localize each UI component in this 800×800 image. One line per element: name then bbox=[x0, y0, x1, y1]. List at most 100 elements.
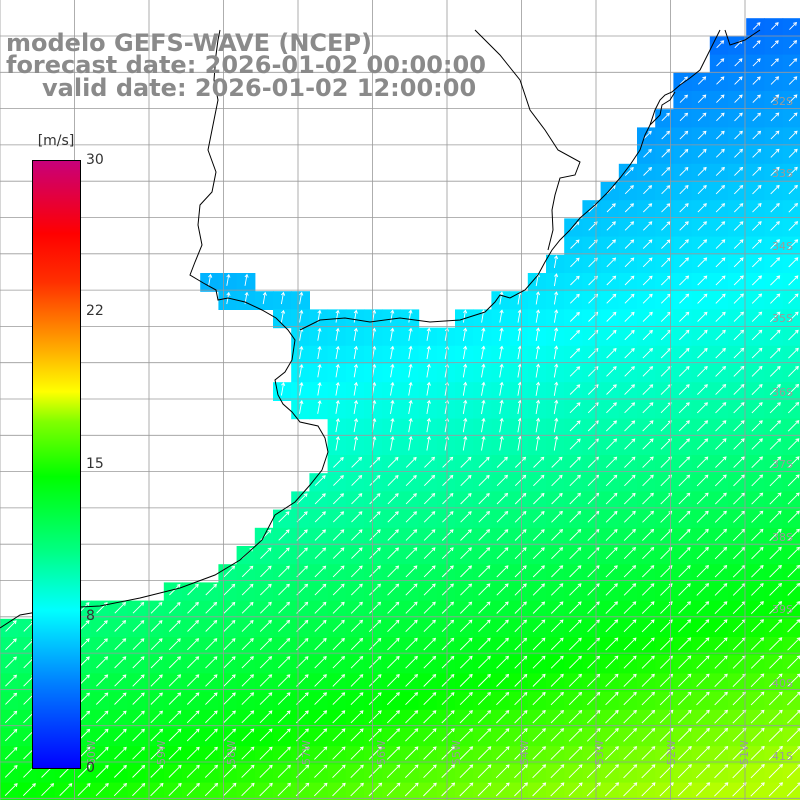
wind-arrow bbox=[679, 221, 689, 231]
latitude-label: 37S bbox=[772, 458, 793, 471]
wind-arrow bbox=[661, 167, 671, 176]
wind-arrow bbox=[678, 347, 690, 359]
wind-arrow bbox=[462, 381, 468, 396]
wind-arrow bbox=[408, 417, 413, 433]
wind-arrow bbox=[770, 148, 780, 158]
wind-arrow bbox=[770, 40, 779, 49]
wind-arrow bbox=[517, 345, 522, 360]
wind-arrow bbox=[460, 456, 472, 468]
wind-arrow bbox=[697, 221, 707, 231]
wind-arrow bbox=[734, 148, 743, 158]
wind-arrow bbox=[314, 511, 326, 523]
wind-arrow bbox=[734, 130, 743, 140]
wind-arrow bbox=[605, 474, 618, 487]
wind-arrow bbox=[335, 381, 340, 396]
wind-arrow bbox=[770, 166, 780, 176]
wind-arrow bbox=[770, 203, 780, 213]
wind-arrow bbox=[481, 417, 486, 433]
wind-arrow bbox=[697, 203, 707, 213]
wind-arrow bbox=[733, 365, 745, 377]
wind-arrow bbox=[770, 130, 780, 140]
wind-arrow bbox=[278, 511, 290, 523]
colorbar bbox=[32, 160, 81, 769]
wind-arrow bbox=[661, 112, 670, 122]
wind-arrow bbox=[788, 347, 799, 359]
wind-arrow bbox=[788, 293, 799, 304]
longitude-label: 51W bbox=[738, 740, 751, 765]
wind-arrow bbox=[569, 456, 581, 468]
wind-arrow bbox=[734, 76, 743, 85]
wind-arrow bbox=[715, 402, 727, 414]
longitude-label: 55W bbox=[450, 740, 463, 765]
wind-arrow bbox=[606, 275, 617, 286]
wind-arrow bbox=[499, 399, 504, 415]
wind-arrow bbox=[734, 94, 743, 103]
wind-arrow bbox=[788, 40, 798, 49]
wind-arrow bbox=[514, 456, 527, 468]
wind-arrow bbox=[551, 474, 563, 487]
wind-arrow bbox=[624, 329, 635, 341]
wind-arrow bbox=[715, 275, 726, 286]
wind-arrow bbox=[569, 402, 581, 414]
wind-arrow bbox=[696, 420, 709, 432]
latitude-label: 34S bbox=[772, 240, 793, 253]
wind-arrow bbox=[478, 474, 490, 487]
wind-arrow bbox=[751, 456, 763, 469]
wind-arrow bbox=[226, 273, 231, 286]
wind-arrow bbox=[733, 275, 744, 286]
wind-arrow bbox=[499, 417, 504, 433]
wind-arrow bbox=[679, 185, 689, 195]
wind-arrow bbox=[624, 293, 635, 304]
wind-arrow bbox=[752, 76, 761, 85]
wind-arrow bbox=[661, 130, 670, 140]
wind-arrow bbox=[715, 239, 726, 249]
wind-arrow bbox=[770, 257, 781, 268]
wind-arrow bbox=[262, 291, 267, 305]
wind-arrow bbox=[606, 311, 617, 322]
wind-arrow bbox=[751, 365, 763, 377]
wind-arrow bbox=[679, 130, 689, 140]
wind-arrow bbox=[569, 384, 581, 395]
wind-arrow bbox=[788, 94, 798, 103]
wind-arrow bbox=[478, 456, 490, 468]
wind-arrow bbox=[587, 510, 600, 523]
wind-arrow bbox=[296, 493, 308, 505]
wind-arrow bbox=[553, 291, 559, 305]
wind-arrow bbox=[496, 492, 509, 505]
wind-arrow bbox=[678, 366, 690, 377]
wind-arrow bbox=[733, 329, 745, 341]
wind-arrow bbox=[408, 399, 413, 414]
wind-arrow bbox=[570, 239, 580, 249]
wind-arrow bbox=[606, 348, 617, 359]
wind-arrow bbox=[623, 492, 636, 505]
wind-speed-field bbox=[0, 18, 800, 800]
wind-arrow bbox=[733, 185, 744, 195]
wind-arrow bbox=[624, 185, 634, 195]
wind-arrow bbox=[642, 438, 654, 450]
wind-arrow bbox=[751, 510, 764, 523]
wind-arrow bbox=[769, 420, 781, 432]
wind-arrow bbox=[642, 257, 653, 268]
colorbar-tick-0: 0 bbox=[86, 760, 95, 776]
wind-arrow bbox=[788, 148, 798, 158]
wind-arrow bbox=[716, 94, 725, 103]
wind-arrow bbox=[733, 420, 745, 432]
wind-arrow bbox=[462, 363, 468, 378]
wind-arrow bbox=[624, 221, 635, 231]
wind-arrow bbox=[624, 167, 634, 176]
wind-arrow bbox=[462, 327, 468, 341]
wind-arrow bbox=[788, 58, 798, 67]
wind-arrow bbox=[481, 327, 486, 341]
wind-arrow bbox=[733, 221, 744, 231]
wind-arrow bbox=[715, 221, 726, 231]
wind-arrow bbox=[624, 203, 634, 213]
wind-arrow bbox=[553, 435, 559, 451]
wind-arrow bbox=[642, 402, 654, 414]
wind-arrow bbox=[788, 365, 799, 377]
wind-arrow bbox=[426, 363, 431, 378]
wind-arrow bbox=[405, 475, 417, 487]
wind-arrow bbox=[606, 203, 616, 213]
wind-arrow bbox=[770, 76, 780, 85]
wind-arrow bbox=[569, 293, 580, 304]
wind-arrow bbox=[390, 399, 395, 414]
